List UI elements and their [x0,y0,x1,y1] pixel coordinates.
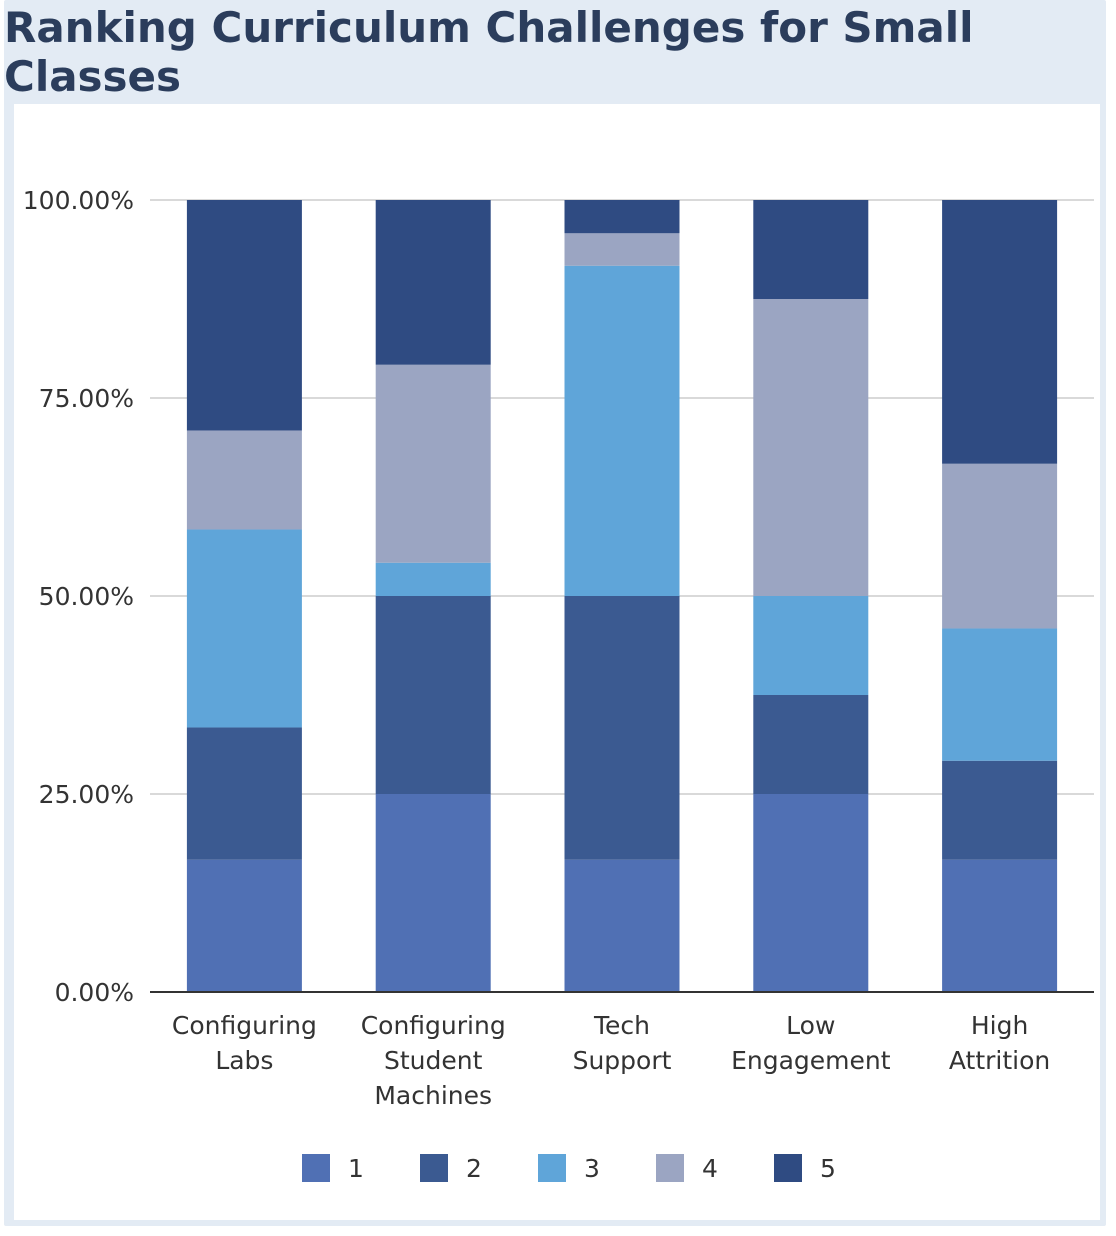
x-tick-label: Student [384,1046,483,1075]
x-tick-label: Attrition [949,1046,1050,1075]
bar-segment [753,596,869,695]
legend-label: 1 [348,1154,364,1183]
x-tick-label: Support [573,1046,672,1075]
bar-segment [753,299,869,596]
x-tick-label: High [971,1011,1028,1040]
bar-segment [186,200,302,431]
bar-segment [375,794,491,992]
x-tick-label: Engagement [731,1046,891,1075]
stacked-bar-chart: 0.00% 25.00% 50.00% 75.00% 100.00% Configurin… [23,186,1094,1183]
y-tick-label: 25.00% [39,780,134,809]
chart-panel: 0.00% 25.00% 50.00% 75.00% 100.00% Configurin… [14,104,1100,1220]
chart-frame: Ranking Curriculum Challenges for Small … [4,0,1106,1226]
bar-segment [753,794,869,992]
bar-segment [564,233,680,266]
legend-swatch [538,1154,566,1182]
legend-label: 4 [702,1154,718,1183]
bar-segment [564,265,680,596]
bar-segment [375,364,491,563]
y-tick-label: 0.00% [55,978,134,1007]
y-tick-label: 75.00% [39,384,134,413]
bar-segment [942,859,1058,992]
y-tick-label: 100.00% [23,186,134,215]
legend-label: 5 [820,1154,836,1183]
bar-segment [753,200,869,299]
x-tick-label: Machines [374,1081,492,1110]
x-tick-label: Tech [593,1011,650,1040]
legend-label: 3 [584,1154,600,1183]
bar-segment [753,695,869,794]
bar-segment [375,596,491,794]
bar-segment [942,628,1058,761]
bar-segment [564,596,680,860]
bar-segment [375,562,491,596]
x-tick-label: Configuring [361,1011,506,1040]
bar-segment [942,463,1058,629]
legend-swatch [420,1154,448,1182]
bar-segment [942,760,1058,860]
bar-segment [186,859,302,992]
bar-segment [942,200,1058,464]
y-tick-label: 50.00% [39,582,134,611]
x-tick-label: Configuring [172,1011,317,1040]
legend-swatch [774,1154,802,1182]
bar-segment [186,529,302,728]
x-tick-label: Low [786,1011,835,1040]
legend-swatch [656,1154,684,1182]
bar-segment [186,430,302,530]
chart-title: Ranking Curriculum Challenges for Small … [4,3,974,101]
bar-segment [564,200,680,234]
legend-swatch [302,1154,330,1182]
bar-segment [186,727,302,860]
bar-segment [564,859,680,992]
legend-label: 2 [466,1154,482,1183]
bar-segment [375,200,491,365]
x-tick-label: Labs [215,1046,273,1075]
